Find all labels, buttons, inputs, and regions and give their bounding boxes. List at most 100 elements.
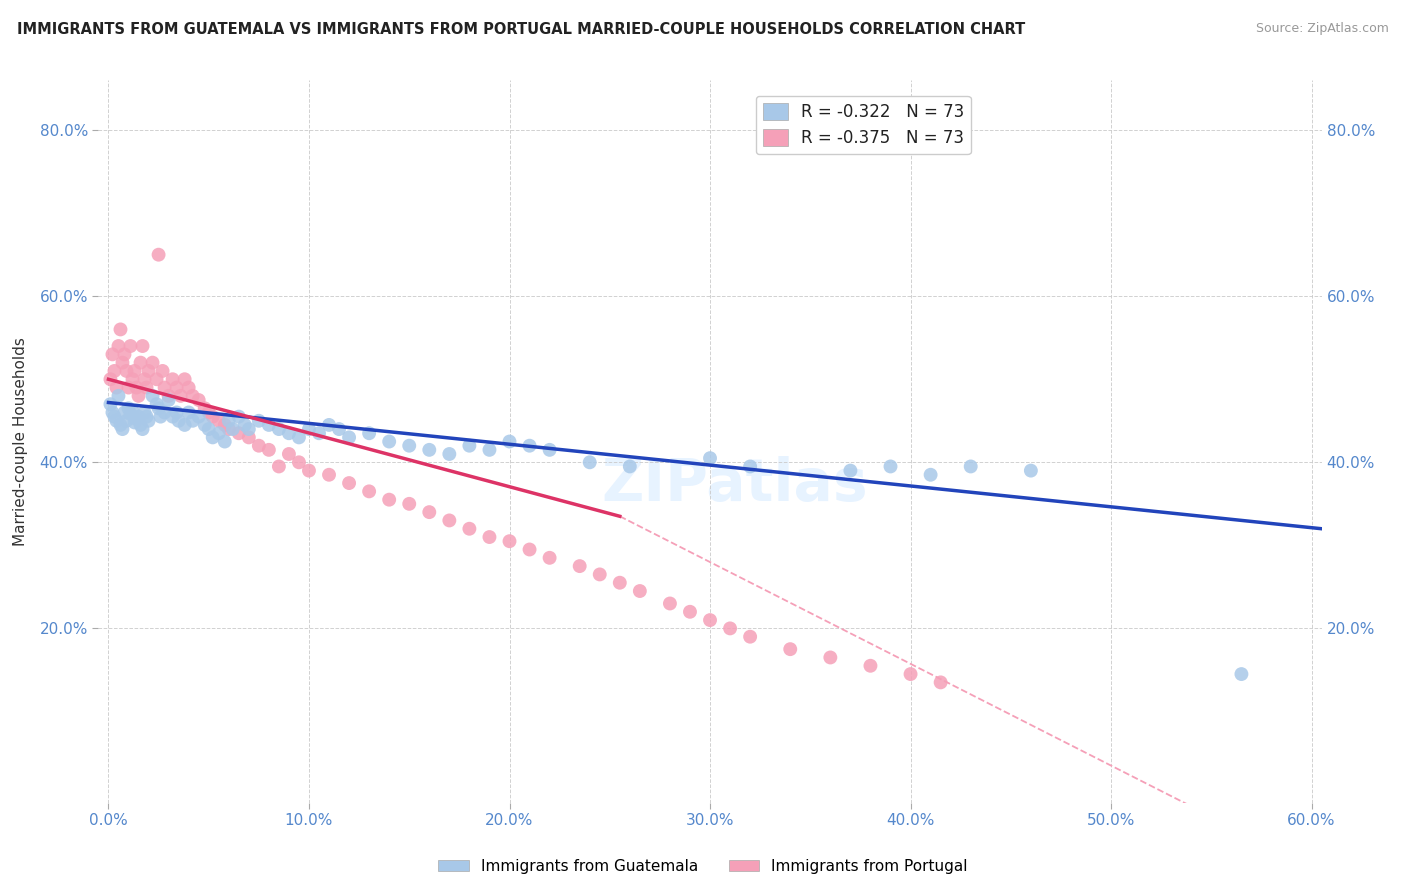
Point <box>124 364 146 378</box>
Point <box>148 248 170 262</box>
Point <box>478 442 501 457</box>
Point <box>162 409 184 424</box>
Point <box>115 364 138 378</box>
Point <box>1019 464 1042 478</box>
Point <box>120 407 142 421</box>
Point <box>538 442 561 457</box>
Point <box>398 439 420 453</box>
Point <box>418 505 440 519</box>
Text: IMMIGRANTS FROM GUATEMALA VS IMMIGRANTS FROM PORTUGAL MARRIED-COUPLE HOUSEHOLDS : IMMIGRANTS FROM GUATEMALA VS IMMIGRANTS … <box>17 22 1025 37</box>
Legend: Immigrants from Guatemala, Immigrants from Portugal: Immigrants from Guatemala, Immigrants fr… <box>432 853 974 880</box>
Point <box>117 401 139 416</box>
Point <box>228 426 250 441</box>
Point <box>128 409 150 424</box>
Text: ZIPatlas: ZIPatlas <box>602 457 868 514</box>
Point <box>658 597 681 611</box>
Point <box>218 414 240 428</box>
Point <box>740 459 762 474</box>
Point <box>609 575 631 590</box>
Point <box>149 409 172 424</box>
Point <box>257 442 280 457</box>
Point <box>208 414 231 428</box>
Point <box>145 397 167 411</box>
Point <box>117 380 139 394</box>
Point <box>153 405 176 419</box>
Point <box>121 404 143 418</box>
Point <box>125 412 148 426</box>
Point <box>519 542 541 557</box>
Point <box>589 567 612 582</box>
Point <box>859 658 882 673</box>
Point <box>929 675 952 690</box>
Point <box>120 339 142 353</box>
Point <box>105 414 128 428</box>
Point <box>959 459 981 474</box>
Point <box>135 380 157 394</box>
Point <box>298 422 321 436</box>
Point <box>839 464 862 478</box>
Point <box>378 492 401 507</box>
Point <box>129 417 152 432</box>
Point <box>247 439 270 453</box>
Point <box>458 439 481 453</box>
Point <box>233 417 256 432</box>
Point <box>152 364 174 378</box>
Point <box>197 422 219 436</box>
Point <box>162 372 184 386</box>
Point <box>1230 667 1253 681</box>
Point <box>124 416 146 430</box>
Text: Source: ZipAtlas.com: Source: ZipAtlas.com <box>1256 22 1389 36</box>
Point <box>169 389 191 403</box>
Point <box>148 401 170 416</box>
Point <box>134 405 156 419</box>
Point <box>439 513 461 527</box>
Point <box>107 389 129 403</box>
Point <box>359 426 381 441</box>
Point <box>288 455 311 469</box>
Point <box>194 417 217 432</box>
Point <box>820 650 842 665</box>
Point <box>100 372 122 386</box>
Point <box>114 347 136 361</box>
Point <box>142 389 165 403</box>
Point <box>110 417 132 432</box>
Point <box>718 621 741 635</box>
Point <box>519 439 541 453</box>
Point <box>277 447 299 461</box>
Point <box>337 476 360 491</box>
Point <box>740 630 762 644</box>
Point <box>138 364 160 378</box>
Point <box>267 422 290 436</box>
Point <box>238 422 260 436</box>
Point <box>173 372 195 386</box>
Point <box>214 434 236 449</box>
Point <box>628 584 651 599</box>
Point <box>398 497 420 511</box>
Point <box>177 405 200 419</box>
Point <box>578 455 600 469</box>
Point <box>478 530 501 544</box>
Point <box>218 422 240 436</box>
Point <box>100 397 122 411</box>
Point <box>238 430 260 444</box>
Point <box>197 405 219 419</box>
Point <box>378 434 401 449</box>
Point <box>105 380 128 394</box>
Point <box>699 613 721 627</box>
Point <box>699 451 721 466</box>
Point <box>145 372 167 386</box>
Legend: R = -0.322   N = 73, R = -0.375   N = 73: R = -0.322 N = 73, R = -0.375 N = 73 <box>756 95 970 153</box>
Point <box>228 409 250 424</box>
Point <box>129 356 152 370</box>
Point <box>214 417 236 432</box>
Point <box>142 356 165 370</box>
Point <box>247 414 270 428</box>
Point <box>135 409 157 424</box>
Point <box>134 372 156 386</box>
Point <box>101 347 124 361</box>
Point <box>298 464 321 478</box>
Point <box>328 422 350 436</box>
Point <box>201 430 224 444</box>
Point <box>222 422 245 436</box>
Point <box>257 417 280 432</box>
